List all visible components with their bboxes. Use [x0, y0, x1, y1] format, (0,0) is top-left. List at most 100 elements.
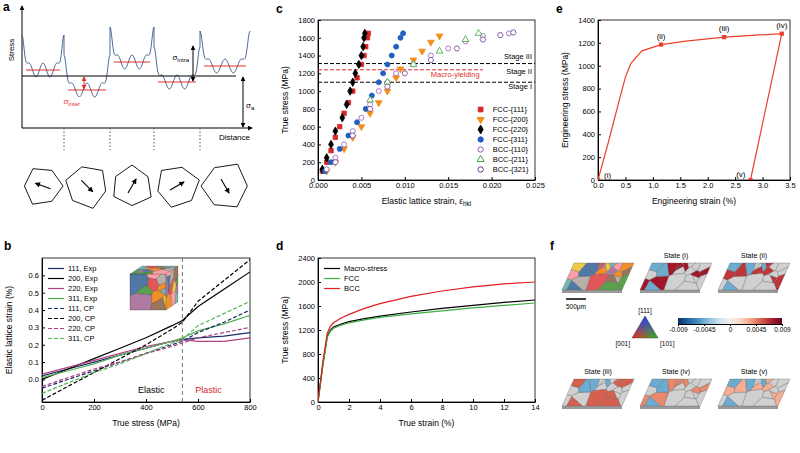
scatter-point — [446, 46, 451, 51]
scatter-point — [324, 154, 329, 162]
legend-label: Macro-stress — [344, 264, 388, 273]
scatter-point — [359, 115, 364, 120]
ipf-triangle-overlay — [632, 316, 658, 338]
grain-mean-line — [68, 89, 106, 90]
scatter-point — [367, 96, 374, 102]
stress-curve — [22, 27, 250, 97]
state-label: State (v) — [741, 368, 767, 376]
legend-label: BCC-{321} — [493, 165, 529, 174]
y-tick: 0.3 — [29, 323, 45, 332]
y-tick-label: 1600 — [298, 34, 315, 43]
legend-label: 220, CP — [68, 324, 95, 333]
grain-mean-line — [26, 69, 60, 70]
grain-cell — [752, 263, 760, 271]
panel-a: StressDistanceσinterσintraσa — [7, 6, 256, 208]
y-tick: 2400 — [298, 254, 321, 263]
scatter-point — [436, 47, 443, 53]
state-label: State (iii) — [584, 368, 612, 376]
x-tick: 0.010 — [396, 177, 415, 190]
x-tick-mark — [763, 177, 764, 180]
boundary-line — [64, 128, 65, 150]
x-tick-label: 0.015 — [439, 181, 458, 190]
legend-label: 311, CP — [68, 334, 95, 343]
ebsd-map — [562, 263, 634, 293]
y-tick-mark — [318, 56, 321, 57]
grain-cell — [675, 281, 702, 290]
state-label: State (i) — [664, 252, 689, 260]
intra-arrow — [193, 46, 194, 81]
scatter-point — [427, 40, 434, 46]
grain-cell — [130, 270, 141, 274]
y-axis: 04008001200160020002400 — [298, 254, 321, 407]
x-tick-mark — [625, 177, 626, 180]
y-tick-label: 0.4 — [29, 306, 39, 315]
scatter-point — [333, 160, 339, 165]
grain-cell — [611, 270, 625, 277]
series-line — [598, 34, 782, 180]
grain-cell — [130, 293, 152, 310]
x-tick-label: 200 — [88, 403, 101, 412]
scatter-point — [393, 76, 400, 82]
grain-cell — [567, 281, 587, 290]
y-tick-mark — [598, 111, 601, 112]
y-tick-mark — [318, 127, 321, 128]
x-tick-mark — [790, 177, 791, 180]
grain-cell — [733, 379, 752, 392]
legend-entry: FCC-{111} — [478, 105, 527, 114]
y-tick-label: 0.1 — [29, 358, 39, 367]
x-axis-title: True strain (%) — [399, 418, 455, 428]
y-tick-label: 1400 — [578, 16, 595, 25]
scatter-point — [498, 33, 504, 38]
state-label: State (ii) — [741, 252, 767, 260]
x-tick: 200 — [88, 399, 101, 412]
y-tick-label: 600 — [302, 123, 315, 132]
x-axis: 0.0000.0050.0100.0150.0200.025 — [309, 177, 545, 190]
x-tick: 2 — [347, 399, 351, 412]
reference-line — [318, 63, 535, 64]
strain-map — [718, 379, 790, 409]
legend-swatch — [324, 278, 340, 279]
grain-cell — [645, 392, 670, 406]
legend-swatch — [48, 278, 64, 279]
scatter-point — [389, 53, 394, 58]
scale-bar-label: 500μm — [566, 303, 586, 311]
y-tick-mark — [42, 310, 45, 311]
grain-cell — [767, 379, 779, 387]
x-tick-mark — [94, 399, 95, 402]
series-line — [42, 272, 250, 380]
plot-marks — [318, 29, 535, 175]
stress-label: σa — [246, 101, 255, 111]
legend-label: BCC-{211} — [493, 155, 529, 164]
y-axis: 0.00.10.20.30.40.50.6 — [29, 259, 45, 403]
scatter-point — [362, 29, 367, 37]
grain-cell — [611, 263, 623, 271]
stress-label-sub: a — [251, 105, 255, 111]
y-tick-label: 800 — [582, 84, 595, 93]
strain-map — [562, 379, 634, 409]
y-tick: 1800 — [298, 16, 321, 25]
grain-cell — [689, 379, 701, 387]
x-tick-label: 2.5 — [730, 181, 740, 190]
y-axis-title: True stress (MPa) — [280, 296, 290, 364]
scatter-point — [350, 78, 355, 86]
panel-letter: c — [276, 2, 283, 16]
x-tick-label: 8 — [440, 403, 444, 412]
x-tick-label: 400 — [140, 403, 153, 412]
y-tick: 600 — [302, 123, 321, 132]
strain-map — [718, 263, 790, 293]
y-tick-label: 0.6 — [29, 271, 39, 280]
y-tick-mark — [318, 109, 321, 110]
chart-c: 0.0000.0050.0100.0150.0200.0250200400600… — [280, 16, 545, 207]
scatter-point — [355, 120, 360, 125]
stress-label: σintra — [172, 53, 189, 63]
annotation: Elastic — [138, 385, 165, 395]
x-tick-label: 14 — [531, 403, 539, 412]
y-tick-label: 600 — [582, 107, 595, 116]
legend-entry: FCC-{220} — [478, 125, 528, 134]
y-tick-label: 1600 — [298, 302, 315, 311]
legend-label: 200, CP — [68, 314, 95, 323]
x-axis-title: True stress (MPa) — [112, 418, 180, 428]
scatter-point — [358, 125, 365, 131]
applied-arrow — [243, 77, 244, 127]
x-tick: 0.005 — [353, 177, 372, 190]
